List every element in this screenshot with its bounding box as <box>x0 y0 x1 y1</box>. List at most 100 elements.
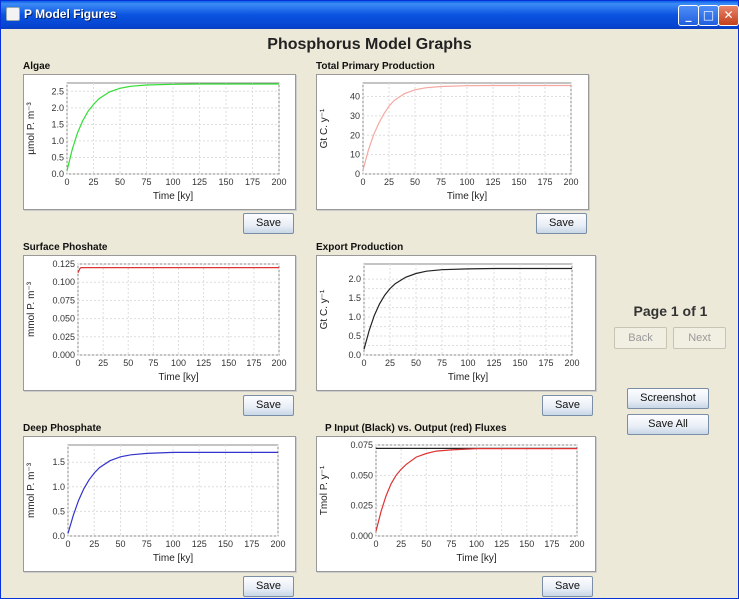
y-tick-label: 1.0 <box>51 136 64 146</box>
y-tick-label: 0.0 <box>52 531 65 541</box>
x-axis-label: Time [ky] <box>158 372 198 383</box>
save-deep-phosphate-button[interactable]: Save <box>243 576 294 597</box>
x-tick-label: 75 <box>142 539 152 549</box>
x-tick-label: 50 <box>411 358 421 368</box>
series-line <box>66 83 279 171</box>
chart-svg: 0 25 50 75 100 125 150 175 200 0.0 0.5 1.0 1.5 Time [… <box>26 444 286 564</box>
chart-deep-phosphate: 0 25 50 75 100 125 150 175 200 0.0 0.5 1.0 1.5 Time [… <box>23 436 296 572</box>
y-tick-label: 0.000 <box>52 350 75 360</box>
x-tick-label: 200 <box>271 177 286 187</box>
x-tick-label: 100 <box>165 539 180 549</box>
x-tick-label: 75 <box>446 539 456 549</box>
x-tick-label: 150 <box>519 539 534 549</box>
x-tick-label: 0 <box>361 358 366 368</box>
x-tick-label: 175 <box>544 539 559 549</box>
maximize-button[interactable]: □ <box>698 5 719 26</box>
save-algae-button[interactable]: Save <box>243 213 294 234</box>
x-tick-label: 0 <box>360 177 365 187</box>
close-button[interactable]: ✕ <box>718 5 739 26</box>
x-axis-label: Time [ky] <box>153 191 193 202</box>
y-tick-label: 0.025 <box>350 501 373 511</box>
page-indicator: Page 1 of 1 <box>633 303 708 319</box>
chart-title-primary-production: Total Primary Production <box>316 61 435 72</box>
y-tick-label: 1.0 <box>52 482 65 492</box>
y-tick-label: 1.0 <box>348 312 361 322</box>
x-tick-label: 200 <box>270 539 285 549</box>
x-tick-label: 50 <box>123 358 133 368</box>
series-line <box>362 84 571 171</box>
x-axis-label: Time [ky] <box>456 553 496 564</box>
x-tick-label: 200 <box>271 358 286 368</box>
save-primary-production-button[interactable]: Save <box>536 213 587 234</box>
x-tick-label: 0 <box>64 177 69 187</box>
y-axis-label: mmol P. m⁻³ <box>26 281 37 337</box>
title-bar[interactable]: P Model Figures _ □ ✕ <box>1 1 739 29</box>
chart-primary-production: 0 25 50 75 100 125 150 175 200 0 10 20 30 40 Time [ky]… <box>316 74 589 210</box>
chart-surface-phosphate: 0 25 50 75 100 125 150 175 200 0.000 0.025 0.050 0.0… <box>23 255 296 391</box>
series-line <box>363 267 572 350</box>
x-tick-label: 25 <box>384 177 394 187</box>
series-line <box>67 451 278 534</box>
x-tick-label: 0 <box>373 539 378 549</box>
x-tick-label: 175 <box>244 539 259 549</box>
y-tick-label: 1.5 <box>52 457 65 467</box>
y-tick-label: 0.0 <box>348 350 361 360</box>
y-tick-label: 10 <box>350 150 360 160</box>
x-tick-label: 200 <box>569 539 584 549</box>
y-tick-label: 0.5 <box>52 506 65 516</box>
x-tick-label: 200 <box>563 177 578 187</box>
x-tick-label: 100 <box>469 539 484 549</box>
save-p-fluxes-button[interactable]: Save <box>542 576 593 597</box>
y-tick-label: 2.5 <box>51 86 64 96</box>
chart-title-algae: Algae <box>23 61 51 72</box>
screenshot-button[interactable]: Screenshot <box>627 388 709 409</box>
y-tick-label: 0.125 <box>52 259 75 269</box>
chart-title-deep-phosphate: Deep Phosphate <box>23 423 102 434</box>
x-tick-label: 25 <box>88 177 98 187</box>
y-axis-label: Gt C. y⁻¹ <box>319 108 330 148</box>
x-tick-label: 50 <box>421 539 431 549</box>
save-all-button[interactable]: Save All <box>627 414 709 435</box>
x-tick-label: 175 <box>246 358 261 368</box>
y-tick-label: 0.050 <box>350 470 373 480</box>
x-tick-label: 125 <box>485 177 500 187</box>
back-button[interactable]: Back <box>614 327 667 349</box>
chart-p-fluxes: 0 25 50 75 100 125 150 175 200 0.000 0.025 0.050 0.0… <box>316 436 596 572</box>
x-axis-label: Time [ky] <box>448 372 488 383</box>
x-tick-label: 100 <box>460 358 475 368</box>
x-tick-label: 150 <box>511 177 526 187</box>
y-tick-label: 0.100 <box>52 277 75 287</box>
x-tick-label: 200 <box>564 358 579 368</box>
y-tick-label: 1.5 <box>51 119 64 129</box>
x-tick-label: 150 <box>218 539 233 549</box>
x-tick-label: 0 <box>65 539 70 549</box>
y-tick-label: 2.0 <box>51 103 64 113</box>
y-tick-label: 0.0 <box>51 169 64 179</box>
x-tick-label: 25 <box>396 539 406 549</box>
x-tick-label: 150 <box>221 358 236 368</box>
x-tick-label: 50 <box>115 177 125 187</box>
chart-svg: 0 25 50 75 100 125 150 175 200 0.000 0.025 0.050 0.0… <box>319 440 585 564</box>
chart-algae: 0 25 50 75 100 125 150 175 200 0.0 0.5 1.0 1.5 2.0 2.5… <box>23 74 296 210</box>
x-tick-label: 125 <box>486 358 501 368</box>
y-tick-label: 0 <box>355 169 360 179</box>
x-tick-label: 75 <box>436 177 446 187</box>
save-export-production-button[interactable]: Save <box>542 395 593 416</box>
y-tick-label: 2.0 <box>348 274 361 284</box>
x-tick-label: 100 <box>165 177 180 187</box>
x-tick-label: 25 <box>98 358 108 368</box>
x-tick-label: 100 <box>171 358 186 368</box>
x-tick-label: 100 <box>459 177 474 187</box>
y-axis-label: µmol P. m⁻³ <box>26 102 37 155</box>
x-tick-label: 125 <box>192 539 207 549</box>
y-tick-label: 30 <box>350 111 360 121</box>
chart-export-production: 0 25 50 75 100 125 150 175 200 0.0 0.5 1.0 1.5 2.0 Tim… <box>316 255 596 391</box>
chart-svg: 0 25 50 75 100 125 150 175 200 0.0 0.5 1.0 1.5 2.0 2.5… <box>26 82 287 202</box>
page-title: Phosphorus Model Graphs <box>267 36 472 53</box>
minimize-button[interactable]: _ <box>678 5 699 26</box>
x-axis-label: Time [ky] <box>447 191 487 202</box>
next-button[interactable]: Next <box>673 327 726 349</box>
x-tick-label: 175 <box>537 177 552 187</box>
save-surface-phosphate-button[interactable]: Save <box>243 395 294 416</box>
chart-svg: 0 25 50 75 100 125 150 175 200 0 10 20 30 40 Time [ky]… <box>319 82 579 202</box>
